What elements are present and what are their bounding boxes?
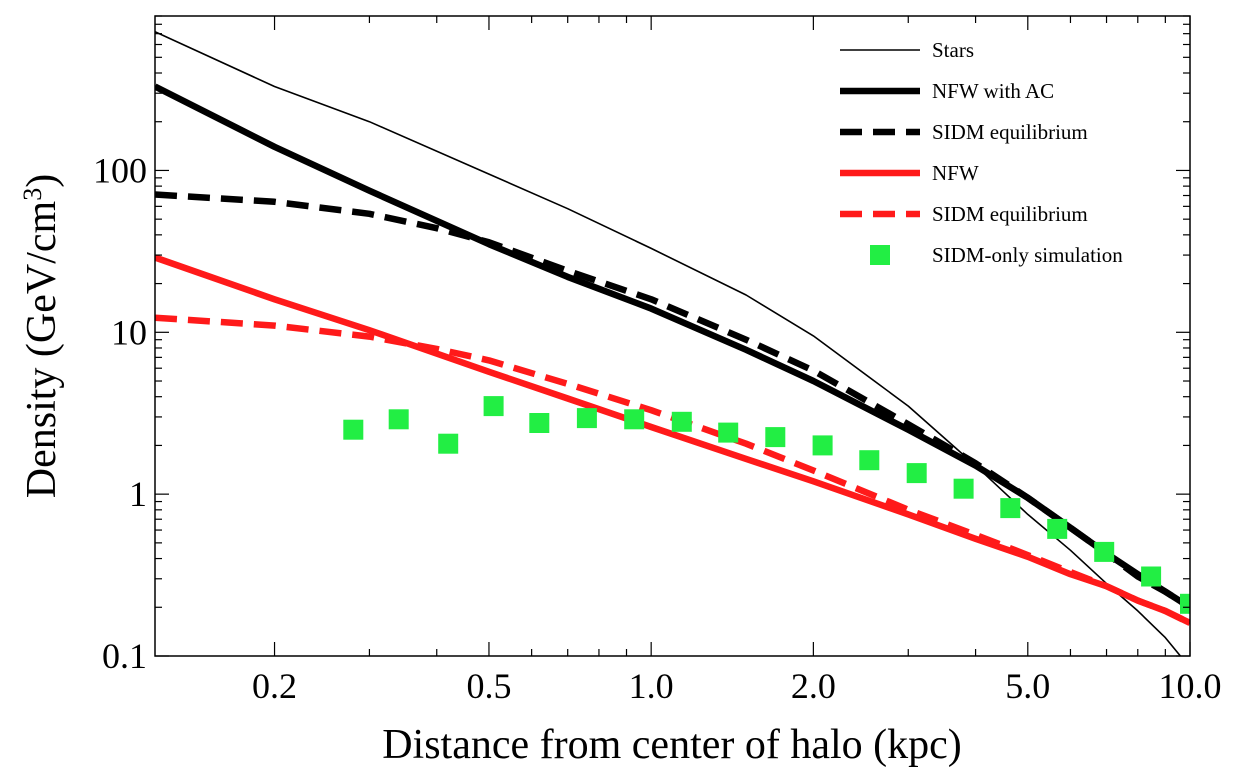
y-tick-label-4: 100: [93, 150, 147, 190]
legend-swatch-6: [870, 245, 890, 265]
series-line-5: [155, 314, 1190, 626]
legend-label-4: NFW: [932, 161, 979, 185]
y-axis-title: Density (GeV/cm3): [18, 174, 66, 498]
scatter-point-14: [953, 478, 974, 499]
scatter-point-15: [1000, 498, 1021, 519]
y-axis-title-end: ): [19, 174, 65, 188]
scatter-point-11: [812, 435, 833, 456]
x-tick-label-2: 0.5: [466, 666, 511, 706]
series-layer: [155, 30, 1190, 656]
legend-label-2: NFW with AC: [932, 79, 1054, 103]
y-axis-title-sup: 3: [18, 188, 47, 201]
x-tick-label-5: 5.0: [1005, 666, 1050, 706]
legend-label-1: Stars: [932, 38, 974, 62]
legend: Stars NFW with AC SIDM equilibrium NFW SIDM …: [840, 38, 1123, 267]
x-tick-label-4: 2.0: [791, 666, 836, 706]
tick-layer: 0.2 0.5 1.0 2.0 5.0 10.0 0.1 1 10 100: [93, 15, 1222, 706]
scatter-point-19: [1180, 593, 1190, 614]
scatter-point-10: [765, 427, 786, 448]
x-tick-label-1: 0.2: [252, 666, 297, 706]
scatter-point-13: [906, 463, 927, 484]
scatter-point-5: [529, 413, 550, 433]
x-tick-label-3: 1.0: [629, 666, 674, 706]
scatter-point-12: [859, 450, 880, 471]
scatter-point-6: [576, 408, 597, 429]
y-tick-label-2: 1: [129, 474, 147, 514]
y-tick-label-3: 10: [111, 312, 147, 352]
scatter-point-16: [1047, 518, 1068, 539]
legend-label-6: SIDM-only simulation: [932, 243, 1123, 267]
series-line-2: [155, 83, 1190, 611]
scatter-point-4: [483, 396, 504, 417]
x-axis-title: Distance from center of halo (kpc): [382, 722, 962, 768]
scatter-point-1: [343, 419, 364, 440]
legend-label-3: SIDM equilibrium: [932, 120, 1088, 144]
y-tick-label-1: 0.1: [102, 636, 147, 676]
scatter-point-9: [718, 422, 739, 443]
y-axis-title-main: Density (GeV/cm: [19, 200, 65, 498]
legend-label-5: SIDM equilibrium: [932, 202, 1088, 226]
scatter-point-18: [1141, 566, 1162, 587]
scatter-point-8: [671, 411, 692, 432]
x-tick-label-6: 10.0: [1159, 666, 1222, 706]
scatter-point-7: [624, 409, 645, 430]
series-line-1: [155, 30, 1182, 656]
scatter-point-3: [438, 433, 459, 454]
plot-frame: [154, 15, 1191, 657]
scatter-point-2: [388, 409, 409, 430]
series-line-4: [155, 254, 1190, 626]
scatter-point-17: [1094, 541, 1115, 562]
